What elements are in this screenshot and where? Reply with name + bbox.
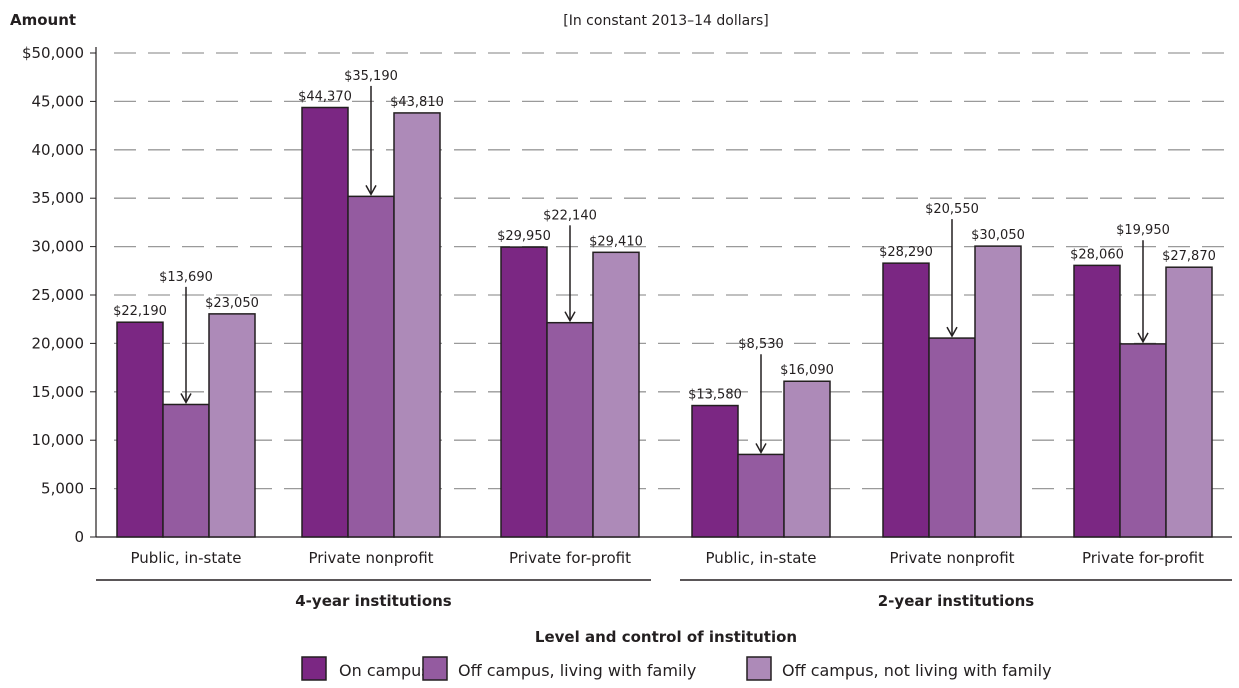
legend-swatch-off-campus-not-with-family [746, 656, 772, 681]
data-label: $28,060 [1070, 247, 1124, 262]
data-label: $27,870 [1162, 249, 1216, 264]
gridlines [90, 47, 1232, 538]
bar [592, 251, 640, 538]
data-label-arrowhead [180, 393, 192, 405]
legend-label-off-campus-with-family: Off campus, living with family [458, 661, 696, 680]
chart-subtitle: [In constant 2013–14 dollars] [563, 13, 768, 29]
data-labels: $22,190 $44,370 $29,950 $13,580 $28,290 $28,0… [113, 69, 1216, 454]
bar [783, 380, 831, 538]
data-label-arrowhead [564, 311, 576, 323]
data-label-arrowhead [365, 184, 377, 196]
y-tick-label: 10,000 [32, 431, 85, 449]
data-label: $16,090 [780, 363, 834, 378]
data-label: $20,550 [925, 202, 979, 217]
y-tick-label: 35,000 [32, 189, 85, 207]
data-label: $29,950 [497, 229, 551, 244]
data-label: $22,140 [543, 208, 597, 223]
bar [1073, 264, 1121, 538]
y-tick-label: 45,000 [32, 92, 85, 110]
legend: On campus Off campus, living with family… [301, 656, 1052, 681]
category-label: Private nonprofit [308, 549, 433, 567]
bar [162, 403, 210, 538]
bar [393, 112, 441, 538]
data-label: $44,370 [298, 89, 352, 104]
data-label-arrowhead [755, 443, 767, 454]
data-label-arrowhead [946, 326, 958, 338]
y-tick-label: 15,000 [32, 383, 85, 401]
category-label: Public, in-state [130, 549, 241, 567]
group-label: 4-year institutions [295, 592, 452, 610]
y-tick-label: 0 [74, 528, 84, 546]
category-label: Private for-profit [1082, 549, 1204, 567]
data-label: $35,190 [344, 69, 398, 84]
bar [974, 245, 1022, 538]
data-label: $22,190 [113, 304, 167, 319]
y-tick-label: 25,000 [32, 286, 85, 304]
bar [347, 195, 395, 538]
bar [1165, 266, 1213, 538]
data-label: $23,050 [205, 296, 259, 311]
category-label: Private for-profit [509, 549, 631, 567]
data-label-arrowhead [1137, 332, 1149, 344]
bar [1119, 343, 1167, 538]
y-tick-label: $50,000 [22, 44, 84, 62]
bar [737, 453, 785, 538]
x-axis-label: Level and control of institution [535, 628, 797, 646]
data-label: $8,530 [738, 337, 784, 352]
category-label: Private nonprofit [889, 549, 1014, 567]
x-axis-categories: Public, in-state Private nonprofit Private… [130, 549, 1204, 567]
y-axis-label: Amount [10, 11, 76, 29]
legend-label-off-campus-not-with-family: Off campus, not living with family [782, 661, 1052, 680]
legend-label-on-campus: On campus [339, 661, 430, 680]
bar [208, 313, 256, 538]
y-tick-label: 20,000 [32, 334, 85, 352]
legend-swatch-off-campus-with-family [422, 656, 448, 681]
category-groups: 4-year institutions 2-year institutions [96, 579, 1232, 610]
bars [116, 106, 1213, 538]
y-tick-label: 5,000 [41, 480, 84, 498]
bar [882, 262, 930, 538]
bar [546, 321, 594, 538]
bar [928, 337, 976, 538]
bar [301, 106, 349, 538]
bar [691, 404, 739, 538]
data-label: $30,050 [971, 228, 1025, 243]
data-label: $19,950 [1116, 223, 1170, 238]
legend-swatch-on-campus [301, 656, 327, 681]
data-label: $13,690 [159, 270, 213, 285]
y-axis-ticks: 0 5,000 10,000 15,000 20,000 25,000 30,000 35,0… [22, 44, 84, 546]
group-label: 2-year institutions [878, 592, 1035, 610]
data-label: $28,290 [879, 245, 933, 260]
bar [500, 246, 548, 538]
y-tick-label: 30,000 [32, 238, 85, 256]
bar [116, 321, 164, 538]
y-tick-label: 40,000 [32, 141, 85, 159]
data-label: $29,410 [589, 234, 643, 249]
data-label: $43,810 [390, 95, 444, 110]
category-label: Public, in-state [705, 549, 816, 567]
data-label: $13,580 [688, 388, 742, 403]
